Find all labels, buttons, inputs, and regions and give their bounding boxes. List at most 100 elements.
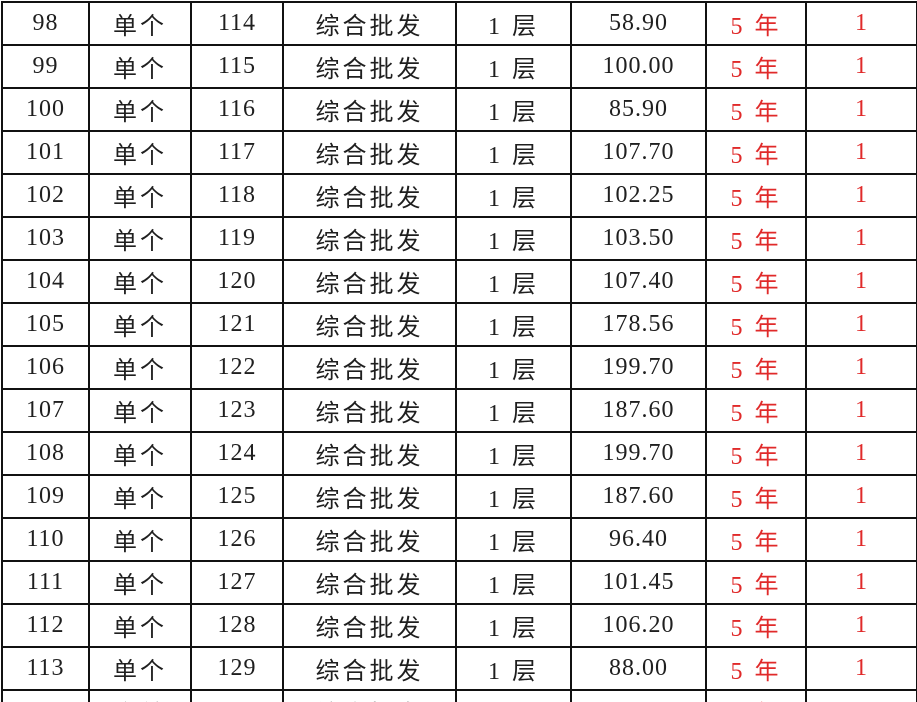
table-cell-sale_type: 单个 [88, 603, 192, 648]
table-cell-count: 1 [805, 302, 917, 347]
table-cell-row_no: 109 [1, 474, 90, 519]
table-cell-count: 1 [805, 388, 917, 433]
table-cell-category: 综合批发 [282, 302, 457, 347]
table-cell-sale_type: 单个 [88, 259, 192, 304]
table-cell-category: 综合批发 [282, 87, 457, 132]
table-cell-term: 5 年 [705, 689, 807, 702]
table-cell-row_no: 108 [1, 431, 90, 476]
table-cell-shop_no: 127 [190, 560, 284, 605]
table-cell-sale_type: 单个 [88, 431, 192, 476]
table-cell-term: 5 年 [705, 1, 807, 46]
table-cell-shop_no: 123 [190, 388, 284, 433]
table-cell-row_no: 103 [1, 216, 90, 261]
table-cell-term: 5 年 [705, 388, 807, 433]
table-cell-count: 1 [805, 173, 917, 218]
table-cell-row_no: 110 [1, 517, 90, 562]
table-cell-floor: 1 层 [455, 474, 572, 519]
table-cell-term: 5 年 [705, 173, 807, 218]
table-cell-floor: 1 层 [455, 517, 572, 562]
table-cell-category: 综合批发 [282, 560, 457, 605]
table-cell-sale_type: 单个 [88, 302, 192, 347]
table-cell-floor: 1 层 [455, 388, 572, 433]
table-cell-shop_no: 120 [190, 259, 284, 304]
table-cell-floor: 1 层 [455, 431, 572, 476]
table-cell-count: 1 [805, 560, 917, 605]
table-cell-price: 107.70 [570, 130, 707, 175]
table-cell-row_no: 100 [1, 87, 90, 132]
table-cell-sale_type: 单个 [88, 44, 192, 89]
table-cell-floor: 1 层 [455, 689, 572, 702]
table-cell-row_no: 114 [1, 689, 90, 702]
table-cell-shop_no: 128 [190, 603, 284, 648]
table-cell-count: 1 [805, 431, 917, 476]
table-cell-sale_type: 单个 [88, 1, 192, 46]
table-cell-category: 综合批发 [282, 474, 457, 519]
table-cell-sale_type: 合并 [88, 689, 192, 702]
table-cell-price: 88.00 [570, 646, 707, 691]
table-cell-sale_type: 单个 [88, 173, 192, 218]
table-cell-shop_no: 135 [190, 689, 284, 702]
table-cell-price: 187.60 [570, 474, 707, 519]
table-cell-count: 1 [805, 216, 917, 261]
table-cell-category: 综合批发 [282, 345, 457, 390]
table-cell-row_no: 102 [1, 173, 90, 218]
table-cell-shop_no: 126 [190, 517, 284, 562]
table-cell-row_no: 113 [1, 646, 90, 691]
table-cell-row_no: 105 [1, 302, 90, 347]
table-cell-row_no: 106 [1, 345, 90, 390]
table-cell-price: 103.50 [570, 216, 707, 261]
table-cell-row_no: 107 [1, 388, 90, 433]
table-cell-price: 106.20 [570, 603, 707, 648]
table-cell-shop_no: 122 [190, 345, 284, 390]
table-cell-category: 综合批发 [282, 431, 457, 476]
table-cell-term: 5 年 [705, 431, 807, 476]
table-cell-price: 101.45 [570, 560, 707, 605]
table-cell-category: 综合批发 [282, 130, 457, 175]
table-cell-term: 5 年 [705, 517, 807, 562]
table-cell-sale_type: 单个 [88, 216, 192, 261]
table-cell-floor: 1 层 [455, 259, 572, 304]
table-cell-count: 1 [805, 517, 917, 562]
table-cell-term: 5 年 [705, 259, 807, 304]
table-cell-price: 96.40 [570, 517, 707, 562]
table-cell-floor: 1 层 [455, 560, 572, 605]
table-cell-floor: 1 层 [455, 216, 572, 261]
table-cell-shop_no: 119 [190, 216, 284, 261]
table-cell-shop_no: 125 [190, 474, 284, 519]
table-cell-row_no: 104 [1, 259, 90, 304]
table-cell-count: 1 [805, 603, 917, 648]
table-cell-count: 1 [805, 345, 917, 390]
table-cell-sale_type: 单个 [88, 130, 192, 175]
table-cell-shop_no: 118 [190, 173, 284, 218]
table-cell-category: 综合批发 [282, 1, 457, 46]
table-cell-category: 综合批发 [282, 216, 457, 261]
table-cell-price: 102.25 [570, 173, 707, 218]
table-cell-term: 5 年 [705, 216, 807, 261]
table-cell-sale_type: 单个 [88, 646, 192, 691]
table-cell-sale_type: 单个 [88, 345, 192, 390]
table-cell-row_no: 111 [1, 560, 90, 605]
table-cell-shop_no: 121 [190, 302, 284, 347]
table-cell-category: 综合批发 [282, 646, 457, 691]
table-cell-floor: 1 层 [455, 1, 572, 46]
table-cell-term: 5 年 [705, 560, 807, 605]
table-cell-floor: 1 层 [455, 44, 572, 89]
table-cell-term: 5 年 [705, 345, 807, 390]
table-cell-row_no: 98 [1, 1, 90, 46]
table-cell-term: 5 年 [705, 474, 807, 519]
table-cell-shop_no: 124 [190, 431, 284, 476]
table-cell-count: 2 [805, 689, 917, 702]
table-cell-category: 综合批发 [282, 44, 457, 89]
